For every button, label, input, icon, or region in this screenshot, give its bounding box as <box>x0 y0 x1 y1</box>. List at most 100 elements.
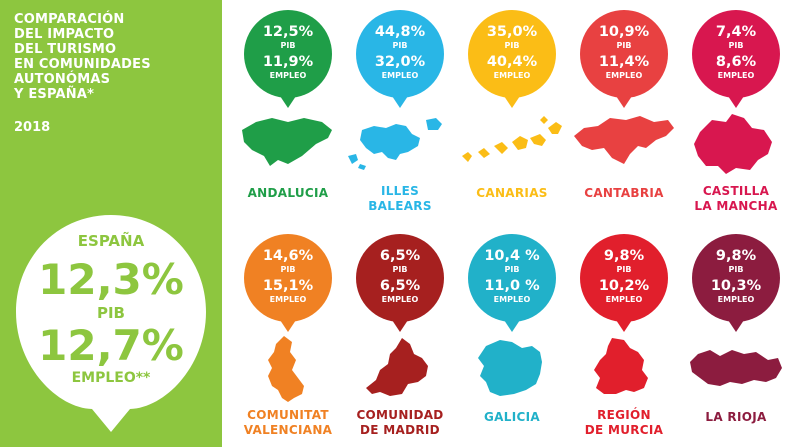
region-bubble: 10,9% PIB 11,4% EMPLEO <box>580 10 668 98</box>
bubble-tail <box>728 96 744 108</box>
region-name: ILLES BALEARS <box>368 184 432 213</box>
region-card-la-rioja: 9,8% PIB 10,3% EMPLEO LA RIOJA <box>680 224 792 447</box>
region-de-murcia-map-icon <box>594 338 648 394</box>
pib-value: 9,8% <box>603 248 645 264</box>
region-card-illes-balears: 44,8% PIB 32,0% EMPLEO ILLES BALEARS <box>344 0 456 223</box>
empleo-value: 10,3% <box>710 278 762 294</box>
pib-label: PIB <box>616 41 632 50</box>
empleo-value: 15,1% <box>262 278 314 294</box>
empleo-label: EMPLEO <box>605 71 643 80</box>
region-card-comunidad-de-madrid: 6,5% PIB 6,5% EMPLEO COMUNIDAD DE MADRID <box>344 224 456 447</box>
region-bubble: 14,6% PIB 15,1% EMPLEO <box>244 234 332 322</box>
pib-label: PIB <box>728 41 744 50</box>
canarias-map-icon <box>462 116 562 162</box>
bubble-tail <box>728 320 744 332</box>
empleo-label: EMPLEO <box>493 71 531 80</box>
pib-label: PIB <box>504 41 520 50</box>
cantabria-map-icon <box>574 116 674 164</box>
region-bubble: 35,0% PIB 40,4% EMPLEO <box>468 10 556 98</box>
region-name: REGIÓN DE MURCIA <box>584 408 664 437</box>
bubble-tail <box>392 320 408 332</box>
empleo-label: EMPLEO <box>269 295 307 304</box>
spain-empleo-value: 12,7% <box>38 321 184 370</box>
region-name: CASTILLA LA MANCHA <box>694 184 778 213</box>
pib-value: 9,8% <box>715 248 757 264</box>
region-name: COMUNITAT VALENCIANA <box>243 408 333 437</box>
region-card-comunitat-valenciana: 14,6% PIB 15,1% EMPLEO COMUNITAT VALENCIANA <box>232 224 344 447</box>
bubble-tail <box>280 96 296 108</box>
empleo-value: 8,6% <box>715 54 757 70</box>
region-card-galicia: 10,4 % PIB 11,0 % EMPLEO GALICIA <box>456 224 568 447</box>
region-name: COMUNIDAD DE MADRID <box>356 408 444 437</box>
galicia-map-icon <box>478 340 542 396</box>
bubble-tail <box>616 96 632 108</box>
empleo-label: EMPLEO <box>717 71 755 80</box>
region-bubble: 9,8% PIB 10,3% EMPLEO <box>692 234 780 322</box>
region-bubble: 6,5% PIB 6,5% EMPLEO <box>356 234 444 322</box>
region-card-castilla-la-mancha: 7,4% PIB 8,6% EMPLEO CASTILLA LA MANCHA <box>680 0 792 223</box>
empleo-value: 11,4% <box>598 54 650 70</box>
region-name: GALICIA <box>484 410 540 424</box>
region-bubble: 7,4% PIB 8,6% EMPLEO <box>692 10 780 98</box>
pib-label: PIB <box>280 265 296 274</box>
region-name: ANDALUCIA <box>247 186 329 200</box>
spain-empleo-label: EMPLEO** <box>71 370 151 386</box>
region-bubble: 12,5% PIB 11,9% EMPLEO <box>244 10 332 98</box>
bubble-tail <box>504 96 520 108</box>
region-name: LA RIOJA <box>705 410 767 424</box>
spain-pib-value: 12,3% <box>38 255 184 304</box>
year-label: 2018 <box>14 120 51 135</box>
region-bubble: 44,8% PIB 32,0% EMPLEO <box>356 10 444 98</box>
pib-value: 10,9% <box>598 24 650 40</box>
empleo-label: EMPLEO <box>269 71 307 80</box>
empleo-value: 11,0 % <box>484 278 540 294</box>
empleo-value: 40,4% <box>486 54 538 70</box>
region-card-andalucia: 12,5% PIB 11,9% EMPLEO ANDALUCIA <box>232 0 344 223</box>
spain-bubble-shape <box>16 215 206 432</box>
bubble-tail <box>616 320 632 332</box>
pib-label: PIB <box>392 265 408 274</box>
region-name: CANTABRIA <box>584 186 664 200</box>
pib-label: PIB <box>392 41 408 50</box>
region-name: CANARIAS <box>476 186 548 200</box>
pib-label: PIB <box>728 265 744 274</box>
region-card-region-de-murcia: 9,8% PIB 10,2% EMPLEO REGIÓN DE MURCIA <box>568 224 680 447</box>
pib-label: PIB <box>280 41 296 50</box>
empleo-label: EMPLEO <box>493 295 531 304</box>
region-bubble: 9,8% PIB 10,2% EMPLEO <box>580 234 668 322</box>
la-rioja-map-icon <box>690 350 782 386</box>
pib-value: 14,6% <box>262 248 314 264</box>
bubble-tail <box>280 320 296 332</box>
pib-label: PIB <box>504 265 520 274</box>
andalucia-map-icon <box>242 118 332 166</box>
empleo-value: 6,5% <box>379 278 421 294</box>
pib-value: 12,5% <box>262 24 314 40</box>
empleo-value: 11,9% <box>262 54 314 70</box>
empleo-label: EMPLEO <box>605 295 643 304</box>
empleo-value: 32,0% <box>374 54 426 70</box>
illes-balears-map-icon <box>348 118 442 170</box>
comunidad-de-madrid-map-icon <box>366 338 428 396</box>
comunitat-valenciana-map-icon <box>268 336 304 402</box>
infographic-title: COMPARACIÓN DEL IMPACTO DEL TURISMO EN C… <box>14 12 151 102</box>
region-card-cantabria: 10,9% PIB 11,4% EMPLEO CANTABRIA <box>568 0 680 223</box>
spain-name: ESPAÑA <box>77 232 145 250</box>
pib-value: 35,0% <box>486 24 538 40</box>
regions-grid: 12,5% PIB 11,9% EMPLEO ANDALUCIA 44,8% PIB 32,0… <box>232 0 800 447</box>
empleo-label: EMPLEO <box>717 295 755 304</box>
spain-pib-label: PIB <box>96 304 125 322</box>
spain-bubble <box>16 215 206 432</box>
region-bubble: 10,4 % PIB 11,0 % EMPLEO <box>468 234 556 322</box>
region-card-canarias: 35,0% PIB 40,4% EMPLEO CANARIAS <box>456 0 568 223</box>
pib-value: 6,5% <box>379 248 421 264</box>
pib-value: 44,8% <box>374 24 426 40</box>
castilla-la-mancha-map-icon <box>694 114 772 174</box>
bubble-tail <box>392 96 408 108</box>
empleo-label: EMPLEO <box>381 295 419 304</box>
pib-value: 7,4% <box>715 24 757 40</box>
pib-label: PIB <box>616 265 632 274</box>
empleo-value: 10,2% <box>598 278 650 294</box>
bubble-tail <box>504 320 520 332</box>
empleo-label: EMPLEO <box>381 71 419 80</box>
pib-value: 10,4 % <box>484 248 540 264</box>
